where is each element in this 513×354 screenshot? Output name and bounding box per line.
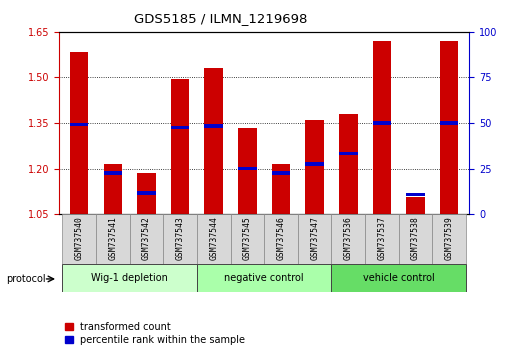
Bar (440, 121, 459, 125)
Bar (230, 214, 264, 264)
Text: GSM737538: GSM737538 (411, 216, 420, 259)
Bar (432, 214, 466, 264)
Bar (399, 214, 432, 264)
Text: Wig-1 depletion: Wig-1 depletion (91, 273, 168, 283)
Text: GSM737540: GSM737540 (75, 216, 84, 259)
Bar (137, 191, 156, 195)
Bar (137, 173, 156, 214)
Text: vehicle control: vehicle control (363, 273, 435, 283)
Bar (298, 214, 331, 264)
Text: GSM737541: GSM737541 (108, 216, 117, 259)
Bar (63, 264, 197, 292)
Text: GSM737543: GSM737543 (175, 216, 185, 259)
Legend: transformed count, percentile rank within the sample: transformed count, percentile rank withi… (64, 321, 246, 346)
Bar (264, 214, 298, 264)
Text: GSM737544: GSM737544 (209, 216, 218, 259)
Bar (205, 124, 223, 128)
Bar (238, 127, 256, 214)
Bar (205, 68, 223, 214)
Bar (406, 198, 425, 214)
Bar (339, 114, 358, 214)
Bar (331, 264, 466, 292)
Bar (171, 79, 189, 214)
Bar (63, 214, 96, 264)
Text: GSM737536: GSM737536 (344, 216, 353, 259)
Text: GSM737546: GSM737546 (277, 216, 286, 259)
Bar (70, 52, 88, 214)
Bar (171, 126, 189, 130)
Bar (372, 121, 391, 125)
Bar (406, 193, 425, 196)
Bar (130, 214, 163, 264)
Text: GSM737539: GSM737539 (445, 216, 453, 259)
Bar (372, 41, 391, 214)
Bar (197, 214, 230, 264)
Bar (70, 123, 88, 126)
Bar (197, 264, 331, 292)
Bar (339, 152, 358, 155)
Bar (104, 164, 122, 214)
Bar (272, 171, 290, 175)
Bar (272, 164, 290, 214)
Text: negative control: negative control (224, 273, 304, 283)
Bar (238, 167, 256, 170)
Text: GDS5185 / ILMN_1219698: GDS5185 / ILMN_1219698 (134, 12, 307, 25)
Text: GSM737537: GSM737537 (378, 216, 386, 259)
Text: GSM737545: GSM737545 (243, 216, 252, 259)
Text: GSM737547: GSM737547 (310, 216, 319, 259)
Bar (163, 214, 197, 264)
Bar (104, 171, 122, 175)
Bar (440, 41, 459, 214)
Bar (365, 214, 399, 264)
Bar (96, 214, 130, 264)
Bar (305, 162, 324, 166)
Bar (331, 214, 365, 264)
Text: protocol: protocol (6, 274, 46, 284)
Text: GSM737542: GSM737542 (142, 216, 151, 259)
Bar (305, 120, 324, 214)
